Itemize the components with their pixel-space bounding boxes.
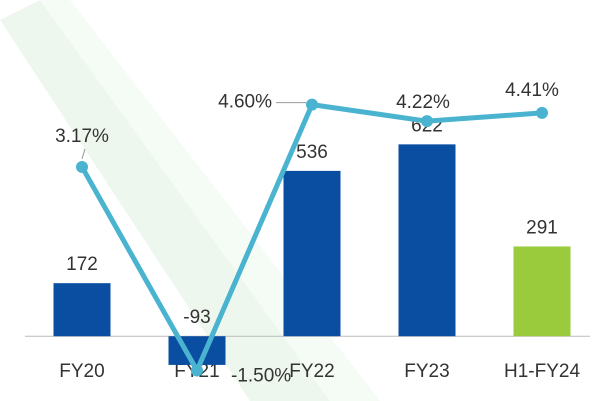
line-value-label: -1.50% (231, 366, 291, 387)
bar (283, 170, 341, 337)
bar-value-label: -93 (183, 307, 210, 328)
line-point (76, 160, 88, 173)
line-value-label: 3.17% (55, 126, 109, 147)
x-tick-label: FY22 (289, 361, 334, 382)
line-value-label: 4.41% (505, 80, 559, 101)
line-value-label: 4.22% (396, 92, 450, 113)
background-stripe (0, 0, 330, 401)
bar-value-label: 536 (296, 142, 328, 163)
bar (168, 336, 226, 365)
bar (53, 283, 111, 337)
bar (513, 246, 571, 337)
bar-value-label: 291 (526, 217, 558, 238)
bar (398, 144, 456, 337)
x-tick-label: H1-FY24 (504, 361, 580, 382)
line-value-label: 4.60% (218, 92, 272, 113)
x-tick-label: FY20 (59, 361, 104, 382)
line-point (306, 98, 318, 111)
x-tick-label: FY23 (404, 361, 449, 382)
leader-line (81, 148, 86, 160)
line-point (421, 115, 433, 128)
line-point (191, 364, 203, 377)
bar-value-label: 172 (66, 254, 98, 275)
line-point (536, 106, 548, 119)
